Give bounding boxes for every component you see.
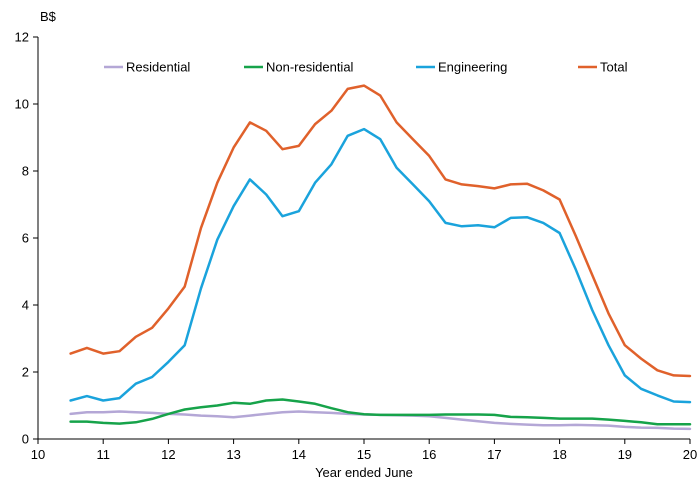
x-tick-label: 17 bbox=[487, 447, 501, 462]
x-tick-label: 18 bbox=[552, 447, 566, 462]
x-tick-label: 16 bbox=[422, 447, 436, 462]
y-axis-unit-label: B$ bbox=[40, 9, 57, 24]
x-tick-label: 14 bbox=[292, 447, 306, 462]
series-line-total bbox=[69, 84, 692, 378]
legend: Residential Non-residential Engineering Tot… bbox=[104, 60, 628, 75]
y-tick-label: 4 bbox=[22, 298, 29, 313]
x-tick-label: 20 bbox=[683, 447, 697, 462]
y-tick-label: 6 bbox=[22, 231, 29, 246]
legend-label-non-residential: Non-residential bbox=[266, 60, 354, 75]
x-tick-label: 19 bbox=[618, 447, 632, 462]
series-line-non-residential bbox=[69, 398, 692, 426]
x-tick-label: 15 bbox=[357, 447, 371, 462]
y-tick-label: 2 bbox=[22, 365, 29, 380]
x-axis-title: Year ended June bbox=[315, 465, 413, 480]
legend-label-total: Total bbox=[600, 60, 628, 75]
x-tick-label: 13 bbox=[226, 447, 240, 462]
legend-label-engineering: Engineering bbox=[438, 60, 507, 75]
axes: 0 2 4 6 8 10 12 10 11 12 13 14 15 16 17 18 19 20 bbox=[15, 30, 698, 463]
x-tick-label: 12 bbox=[161, 447, 175, 462]
series-line-engineering bbox=[69, 127, 692, 404]
legend-label-residential: Residential bbox=[126, 60, 190, 75]
x-tick-label: 11 bbox=[96, 447, 110, 462]
y-tick-label: 8 bbox=[22, 164, 29, 179]
y-tick-label: 0 bbox=[22, 432, 29, 447]
y-tick-label: 12 bbox=[15, 30, 29, 45]
y-tick-label: 10 bbox=[15, 97, 29, 112]
series-lines bbox=[69, 84, 692, 431]
x-tick-label: 10 bbox=[31, 447, 45, 462]
